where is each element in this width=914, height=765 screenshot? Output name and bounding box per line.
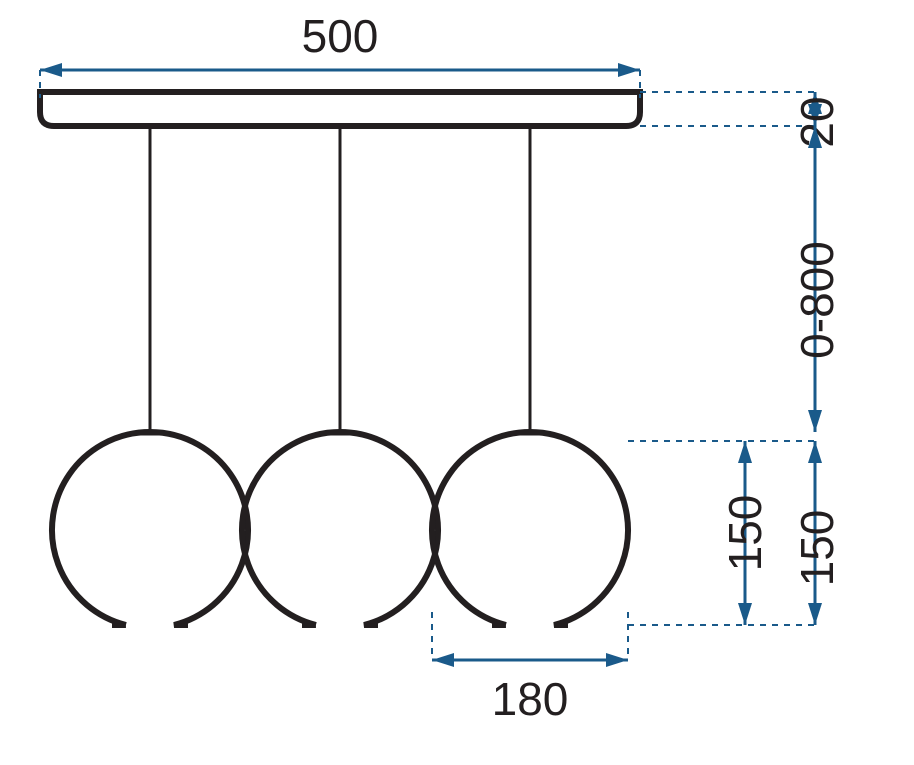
dim-label-width-top: 500	[302, 10, 379, 62]
dim-label-globe-width: 180	[492, 673, 569, 725]
dimension-arrowhead	[618, 63, 640, 77]
dimension-arrowhead	[738, 603, 752, 625]
dimension-arrowhead	[808, 410, 822, 432]
globe-shade-2	[242, 432, 438, 625]
dimension-arrowhead	[808, 441, 822, 463]
dimension-arrowhead	[738, 441, 752, 463]
globe-shade-1	[52, 432, 248, 625]
dim-label-globe-height: 150	[719, 495, 771, 572]
dimension-arrowhead	[606, 653, 628, 667]
canopy-plate	[40, 92, 640, 126]
dim-label-globe_height: 150	[791, 510, 843, 587]
dimension-arrowhead	[432, 653, 454, 667]
pendant-lamp-dimension-drawing: 500200-800150150180	[0, 0, 914, 765]
dimension-arrowhead	[40, 63, 62, 77]
dim-label-cable_range: 0-800	[791, 241, 843, 359]
globe-shade-3	[432, 432, 628, 625]
dimension-arrowhead	[808, 603, 822, 625]
